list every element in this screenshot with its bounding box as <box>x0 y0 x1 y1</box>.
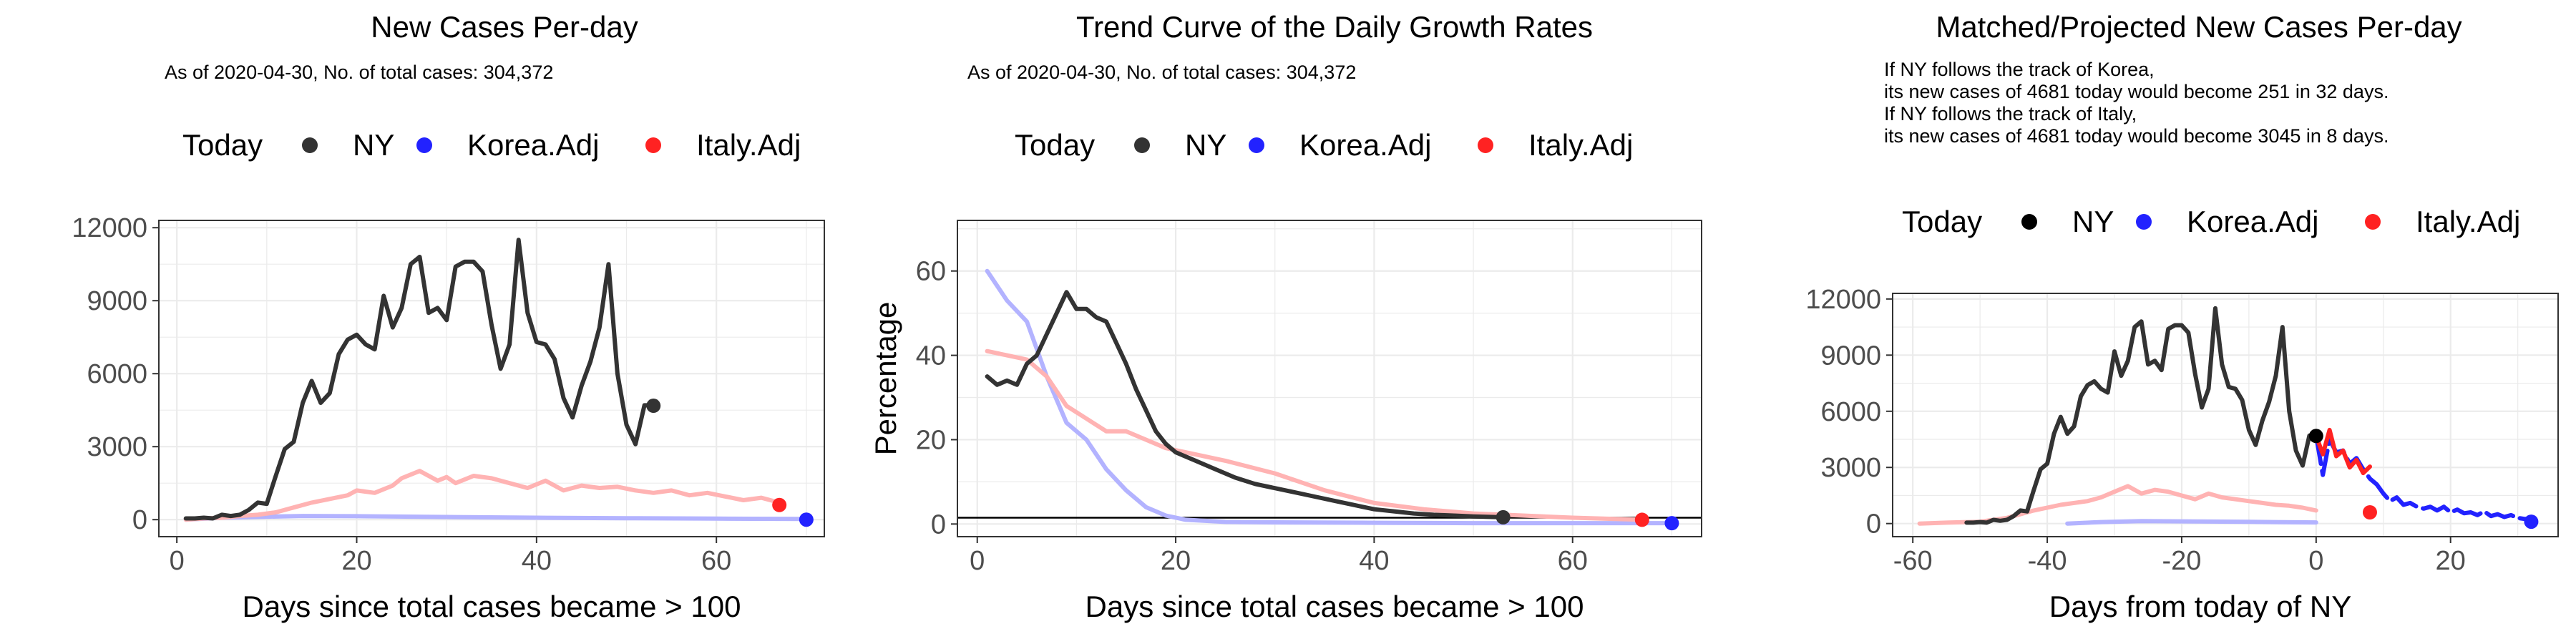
series-line-korea-adj <box>985 268 1674 526</box>
legend-label: Italy.Adj <box>1528 128 1633 162</box>
y-tick-label: 3000 <box>87 432 147 462</box>
series-line-korea-adj <box>2065 519 2318 526</box>
chart-panel-3: -60 -40 -20 0 20 0 3000 6000 9000 12000 Days from … <box>1805 10 2559 623</box>
x-tick-label: -20 <box>2162 546 2201 576</box>
series-line-ny <box>985 290 1506 519</box>
x-tick-label: 0 <box>970 546 985 576</box>
legend-label: NY <box>353 128 394 162</box>
today-point-ny <box>1496 509 1511 525</box>
x-tick-label: 0 <box>170 546 185 576</box>
chart-subtitle: its new cases of 4681 today would become… <box>1884 125 2389 147</box>
plot-background <box>957 220 1702 537</box>
today-point-ny <box>646 399 661 414</box>
chart-subtitle: As of 2020-04-30, No. of total cases: 30… <box>165 62 553 83</box>
y-tick-label: 9000 <box>87 286 147 316</box>
series-line-ny <box>1964 306 2318 525</box>
y-tick-label: 3000 <box>1820 453 1881 483</box>
legend-title: Today <box>182 128 263 162</box>
y-tick-label: 0 <box>132 505 147 535</box>
legend-label: Italy.Adj <box>696 128 801 162</box>
y-tick-label: 9000 <box>1820 341 1881 371</box>
x-tick-label: -40 <box>2028 546 2067 576</box>
plot-border <box>1892 293 2559 537</box>
y-tick-label: 6000 <box>87 359 147 389</box>
chart-subtitle: If NY follows the track of Italy, <box>1884 103 2137 125</box>
chart-panel-1: 0 20 40 60 0 3000 6000 9000 12000 Days since tota… <box>72 10 825 623</box>
today-point-italy-adj <box>2362 505 2377 519</box>
legend-label: Korea.Adj <box>1299 128 1431 162</box>
legend-label: NY <box>2072 205 2114 238</box>
legend-key-korea-adj <box>2136 214 2152 230</box>
legend-title: Today <box>1902 205 1982 238</box>
x-axis-label: Days since total cases became > 100 <box>1085 590 1584 623</box>
legend-label: NY <box>1185 128 1226 162</box>
legend-key-italy-adj <box>1478 137 1493 153</box>
legend-key-korea-adj <box>1249 137 1264 153</box>
today-point-ny <box>2308 429 2323 444</box>
legend-key-italy-adj <box>645 137 661 153</box>
y-tick-label: 0 <box>931 509 946 540</box>
legend: Today NY Korea.Adj Italy.Adj <box>1015 128 1633 162</box>
series-line-ny <box>183 238 656 521</box>
today-point-italy-adj <box>772 497 787 512</box>
y-tick-label: 60 <box>916 257 946 287</box>
today-point-korea-adj <box>799 512 814 527</box>
legend-title: Today <box>1015 128 1095 162</box>
today-point-italy-adj <box>1634 512 1649 527</box>
x-tick-label: 0 <box>2308 546 2323 576</box>
today-point-korea-adj <box>2524 514 2539 530</box>
legend-key-korea-adj <box>416 137 432 153</box>
legend-key-italy-adj <box>2365 214 2381 230</box>
y-tick-label: 40 <box>916 341 946 371</box>
plot-background <box>159 220 824 537</box>
y-tick-label: 20 <box>916 425 946 455</box>
y-tick-label: 6000 <box>1820 397 1881 427</box>
chart-title: Matched/Projected New Cases Per-day <box>1936 10 2462 44</box>
x-tick-label: 60 <box>701 546 731 576</box>
plot-background <box>1893 293 2558 537</box>
chart-subtitle: its new cases of 4681 today would become… <box>1884 81 2389 102</box>
chart-subtitle: As of 2020-04-30, No. of total cases: 30… <box>967 62 1356 83</box>
chart-subtitle: If NY follows the track of Korea, <box>1884 59 2155 80</box>
legend-key-ny <box>1134 137 1150 153</box>
series-group <box>985 268 1674 526</box>
legend: Today NY Korea.Adj Italy.Adj <box>182 128 801 162</box>
y-axis-label: Percentage <box>869 302 902 456</box>
x-tick-label: 40 <box>522 546 552 576</box>
chart-panel-2: 0 20 40 60 0 20 40 60 Days since total cases bec… <box>869 10 1702 623</box>
series-group <box>183 238 809 522</box>
legend-label: Italy.Adj <box>2416 205 2520 238</box>
legend-label: Korea.Adj <box>467 128 599 162</box>
chart-title: New Cases Per-day <box>371 10 638 44</box>
legend-label: Korea.Adj <box>2187 205 2318 238</box>
series-group <box>1917 306 2534 526</box>
x-tick-label: 60 <box>1558 546 1588 576</box>
legend: Today NY Korea.Adj Italy.Adj <box>1902 205 2520 238</box>
today-point-korea-adj <box>1664 516 1679 531</box>
legend-key-ny <box>302 137 318 153</box>
y-tick-label: 0 <box>1866 509 1881 540</box>
y-tick-label: 12000 <box>72 213 147 243</box>
series-line-italy-adj <box>183 469 782 522</box>
x-tick-label: 20 <box>2436 546 2466 576</box>
x-axis-label: Days since total cases became > 100 <box>243 590 741 623</box>
plot-border <box>957 220 1702 537</box>
x-tick-label: -60 <box>1893 546 1933 576</box>
legend-key-ny <box>2021 214 2037 230</box>
chart-title: Trend Curve of the Daily Growth Rates <box>1076 10 1593 44</box>
plot-border <box>158 220 825 537</box>
series-line-italy-adj <box>1917 484 2318 526</box>
x-tick-label: 40 <box>1359 546 1389 576</box>
x-axis-label: Days from today of NY <box>2049 590 2351 623</box>
series-line-italy-adj-projection <box>2313 427 2372 476</box>
y-tick-label: 12000 <box>1805 285 1881 315</box>
x-tick-label: 20 <box>1161 546 1191 576</box>
x-tick-label: 20 <box>341 546 371 576</box>
gridlines <box>159 220 824 537</box>
